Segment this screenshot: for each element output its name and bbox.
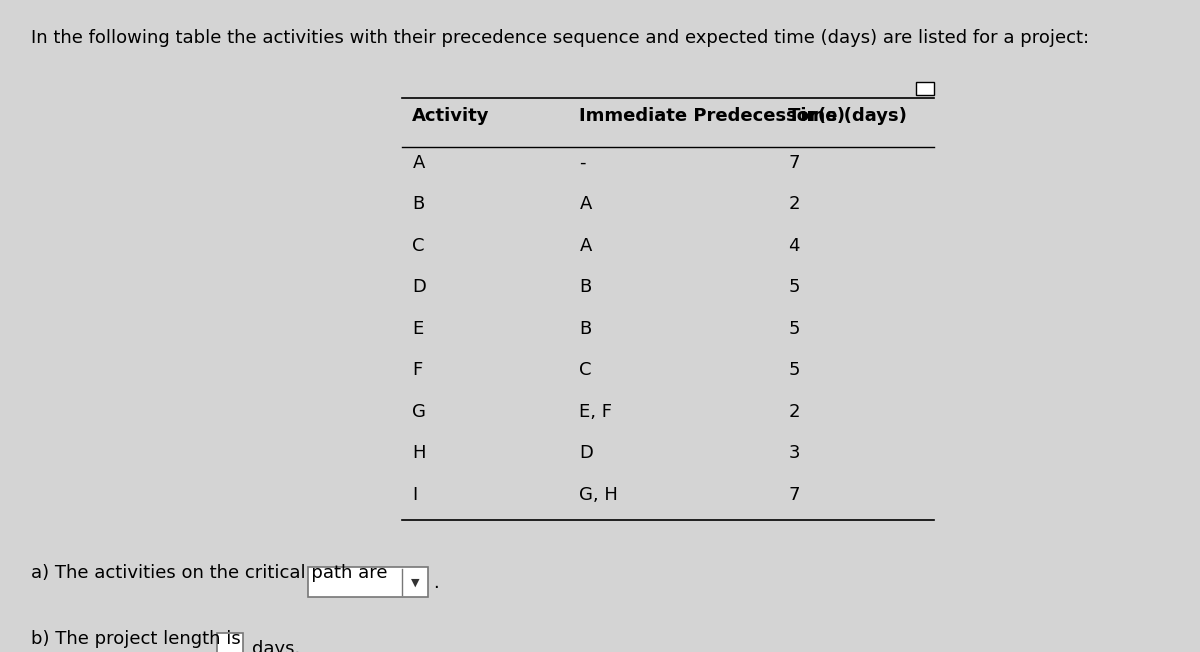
Text: B: B <box>580 319 592 338</box>
Text: G, H: G, H <box>580 486 618 504</box>
Text: 2: 2 <box>788 403 799 421</box>
Text: 7: 7 <box>788 154 799 172</box>
Text: B: B <box>413 196 425 213</box>
Text: .: . <box>433 574 439 591</box>
Text: In the following table the activities with their precedence sequence and expecte: In the following table the activities wi… <box>31 29 1090 47</box>
Text: 4: 4 <box>788 237 799 255</box>
Text: 5: 5 <box>788 361 799 379</box>
Text: Activity: Activity <box>413 106 490 125</box>
Text: 7: 7 <box>788 486 799 504</box>
Text: A: A <box>580 196 592 213</box>
Text: C: C <box>413 237 425 255</box>
Text: days.: days. <box>252 640 300 652</box>
Text: H: H <box>413 444 426 462</box>
FancyBboxPatch shape <box>916 82 935 95</box>
Text: G: G <box>413 403 426 421</box>
Text: A: A <box>580 237 592 255</box>
Text: b) The project length is: b) The project length is <box>31 630 241 648</box>
Text: E, F: E, F <box>580 403 612 421</box>
Text: E: E <box>413 319 424 338</box>
Text: a) The activities on the critical path are: a) The activities on the critical path a… <box>31 563 388 582</box>
Text: C: C <box>580 361 592 379</box>
Text: 2: 2 <box>788 196 799 213</box>
Text: A: A <box>413 154 425 172</box>
Text: Immediate Predecessor(s): Immediate Predecessor(s) <box>580 106 846 125</box>
Text: 3: 3 <box>788 444 799 462</box>
FancyBboxPatch shape <box>217 633 244 652</box>
Text: Time (days): Time (days) <box>788 106 907 125</box>
Text: ▼: ▼ <box>412 578 420 588</box>
Text: F: F <box>413 361 422 379</box>
Text: D: D <box>580 444 593 462</box>
Text: D: D <box>413 278 426 296</box>
Text: 5: 5 <box>788 278 799 296</box>
Text: B: B <box>580 278 592 296</box>
FancyBboxPatch shape <box>308 567 428 597</box>
Text: I: I <box>413 486 418 504</box>
Text: 5: 5 <box>788 319 799 338</box>
Text: -: - <box>580 154 586 172</box>
